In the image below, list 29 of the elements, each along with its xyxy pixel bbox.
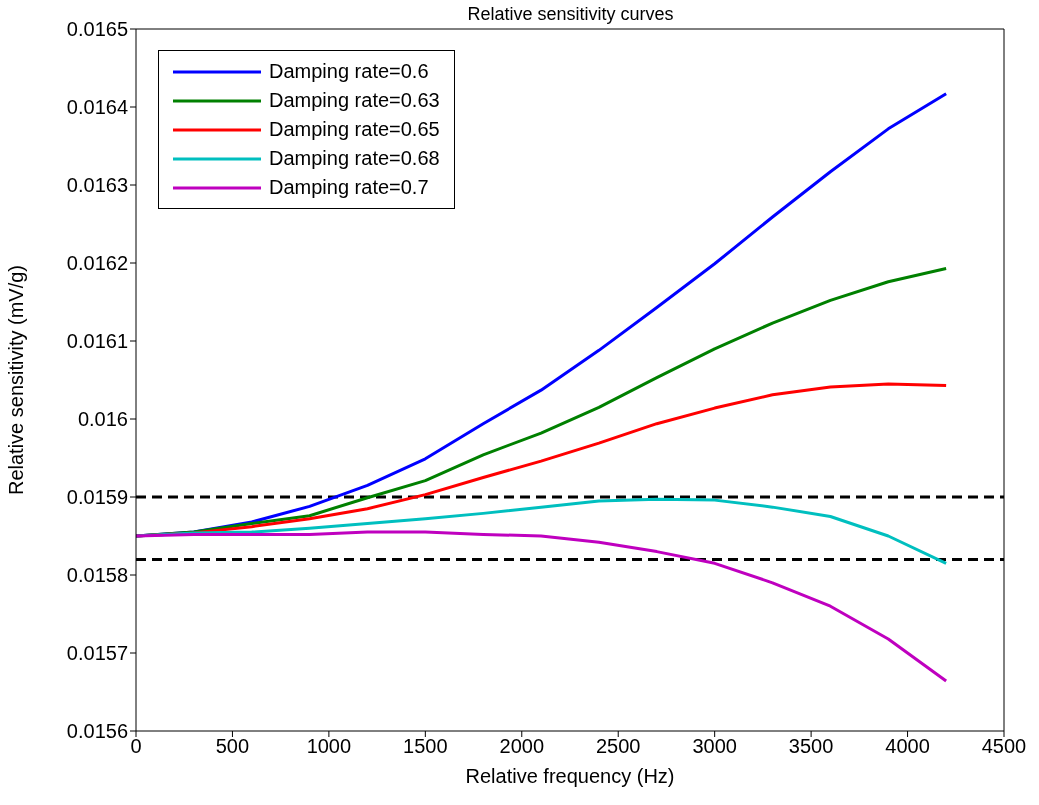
x-tick-label: 4500: [981, 735, 1027, 758]
y-tick-label: 0.016: [77, 408, 128, 431]
x-tick-label: 0: [130, 735, 142, 758]
x-tick-label: 1000: [306, 735, 352, 758]
y-tick-label: 0.0162: [66, 252, 128, 275]
y-tick-label: 0.0157: [66, 642, 128, 665]
line-series: [136, 530, 948, 683]
y-axis-title: Relative sensitivity (mV/g): [5, 264, 28, 496]
chart-title: Relative sensitivity curves: [466, 4, 675, 25]
y-tick-label: 0.0164: [66, 96, 128, 119]
legend-label: Damping rate=0.7: [269, 175, 429, 200]
legend-label: Damping rate=0.68: [269, 146, 440, 171]
x-tick-label: 3000: [692, 735, 737, 758]
legend-label: Damping rate=0.6: [269, 59, 429, 84]
y-tick-label: 0.0159: [66, 486, 128, 509]
y-tick-label: 0.0158: [66, 564, 128, 587]
legend-label: Damping rate=0.63: [269, 88, 440, 113]
x-tick-label: 4000: [885, 735, 930, 758]
x-tick-label: 1500: [403, 735, 448, 758]
x-tick-label: 2000: [499, 735, 545, 758]
x-tick-label: 500: [215, 735, 250, 758]
x-tick-label: 2500: [595, 735, 641, 758]
legend-label: Damping rate=0.65: [269, 117, 440, 142]
y-tick-label: 0.0165: [66, 18, 128, 41]
y-tick-label: 0.0161: [66, 330, 128, 353]
x-axis-title: Relative frequency (Hz): [465, 765, 675, 787]
y-tick-label: 0.0156: [66, 720, 128, 743]
x-tick-label: 3500: [788, 735, 834, 758]
y-tick-label: 0.0163: [66, 174, 128, 197]
